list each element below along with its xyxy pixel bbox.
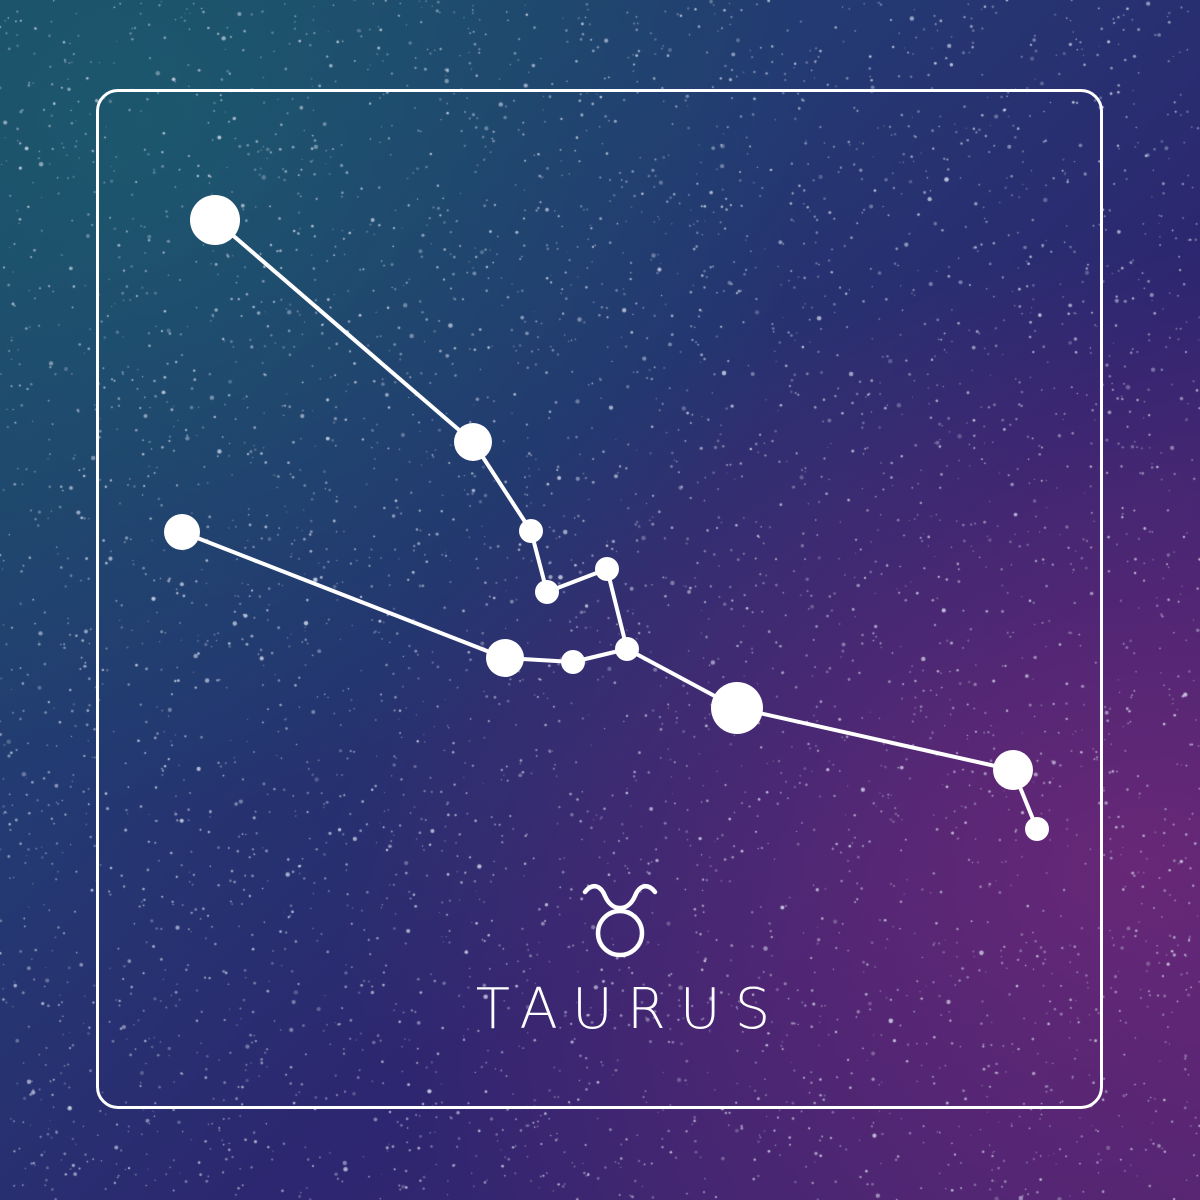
constellation-line	[735, 706, 1015, 772]
constellation-line	[213, 218, 475, 444]
constellation-line	[180, 530, 507, 660]
star	[561, 650, 585, 674]
star	[595, 557, 619, 581]
star	[535, 580, 559, 604]
star	[454, 423, 492, 461]
sign-title: TAURUS	[475, 977, 785, 1042]
star	[164, 514, 200, 550]
star	[190, 195, 240, 245]
star	[486, 639, 524, 677]
star	[711, 682, 763, 734]
constellation-line	[605, 567, 629, 651]
star	[519, 519, 543, 543]
star	[1025, 817, 1049, 841]
taurus-zodiac-icon	[582, 883, 658, 958]
card-border	[96, 89, 1103, 1109]
star	[615, 637, 639, 661]
star	[993, 750, 1033, 790]
